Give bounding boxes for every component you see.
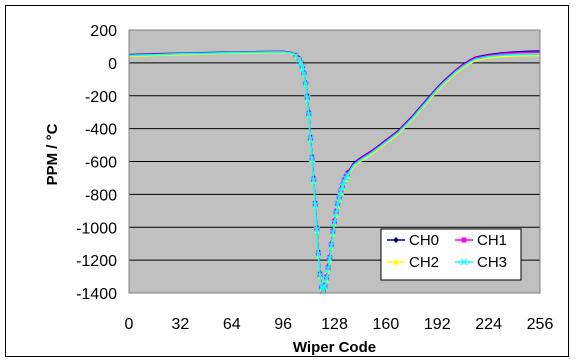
data-point — [343, 171, 351, 179]
y-tick-label: -1400 — [76, 286, 117, 303]
data-point — [327, 242, 335, 250]
legend-item: CH0 — [387, 232, 439, 249]
y-tick-label: 0 — [108, 56, 117, 73]
data-point — [339, 183, 346, 190]
x-tick-label: 0 — [125, 316, 134, 333]
data-point — [295, 56, 303, 64]
y-tick-label: -800 — [85, 187, 117, 204]
data-point — [324, 265, 332, 273]
x-tick-label: 96 — [274, 316, 292, 333]
legend-item: CH3 — [455, 254, 507, 271]
series-ch3 — [128, 51, 541, 295]
data-point — [300, 70, 308, 78]
y-axis-ticks: 200 0 -200 -400 -600 -800 -1000 -1200 -1400 — [76, 23, 117, 303]
data-point — [337, 187, 345, 195]
x-tick-label: 160 — [373, 316, 400, 333]
legend-label: CH3 — [477, 254, 507, 271]
data-point — [342, 174, 350, 182]
data-point — [313, 226, 321, 234]
plot-border — [128, 29, 541, 294]
y-tick-label: -200 — [85, 89, 117, 106]
data-point — [329, 229, 337, 236]
legend-item: CH2 — [387, 254, 439, 271]
data-point — [335, 194, 343, 202]
data-point — [311, 201, 319, 209]
data-point — [315, 250, 322, 258]
x-tick-label: 64 — [223, 316, 241, 333]
y-tick-label: -600 — [85, 155, 117, 172]
data-point — [326, 255, 334, 263]
data-point — [303, 94, 311, 102]
x-axis-ticks: 0 32 64 96 128 160 192 224 256 — [125, 316, 554, 333]
y-tick-label: -1200 — [76, 253, 117, 270]
legend-marker — [461, 237, 467, 243]
legend-label: CH0 — [409, 232, 439, 249]
x-tick-label: 192 — [424, 316, 451, 333]
data-point — [321, 283, 329, 290]
data-point — [298, 64, 306, 71]
y-tick-label: -1000 — [76, 220, 117, 237]
data-point — [323, 275, 330, 282]
data-point — [302, 80, 310, 88]
x-axis-title: Wiper Code — [293, 339, 376, 356]
legend-item: CH1 — [455, 232, 507, 249]
legend-marker — [393, 237, 399, 243]
data-point — [308, 155, 316, 163]
data-point — [334, 201, 342, 208]
data-point — [340, 178, 348, 185]
x-tick-label: 128 — [321, 316, 348, 333]
x-tick-label: 32 — [171, 316, 189, 333]
data-point — [316, 272, 324, 280]
series-layer — [128, 50, 541, 295]
y-axis-title: PPM / °C — [44, 123, 61, 185]
y-tick-label: -400 — [85, 122, 117, 139]
x-tick-label: 224 — [475, 316, 502, 333]
legend-label: CH2 — [409, 254, 439, 271]
legend-marker — [393, 259, 399, 265]
legend-label: CH1 — [477, 232, 507, 249]
y-tick-label: 200 — [90, 23, 117, 40]
x-tick-label: 256 — [527, 316, 554, 333]
data-point — [332, 209, 340, 217]
legend: CH0 CH1 CH2 CH3 — [380, 228, 522, 281]
legend-marker — [460, 258, 468, 266]
data-point — [306, 135, 314, 143]
data-point — [310, 176, 318, 184]
data-point — [331, 219, 338, 227]
data-point — [305, 111, 313, 119]
legend-box — [380, 228, 522, 281]
data-point — [297, 59, 305, 67]
